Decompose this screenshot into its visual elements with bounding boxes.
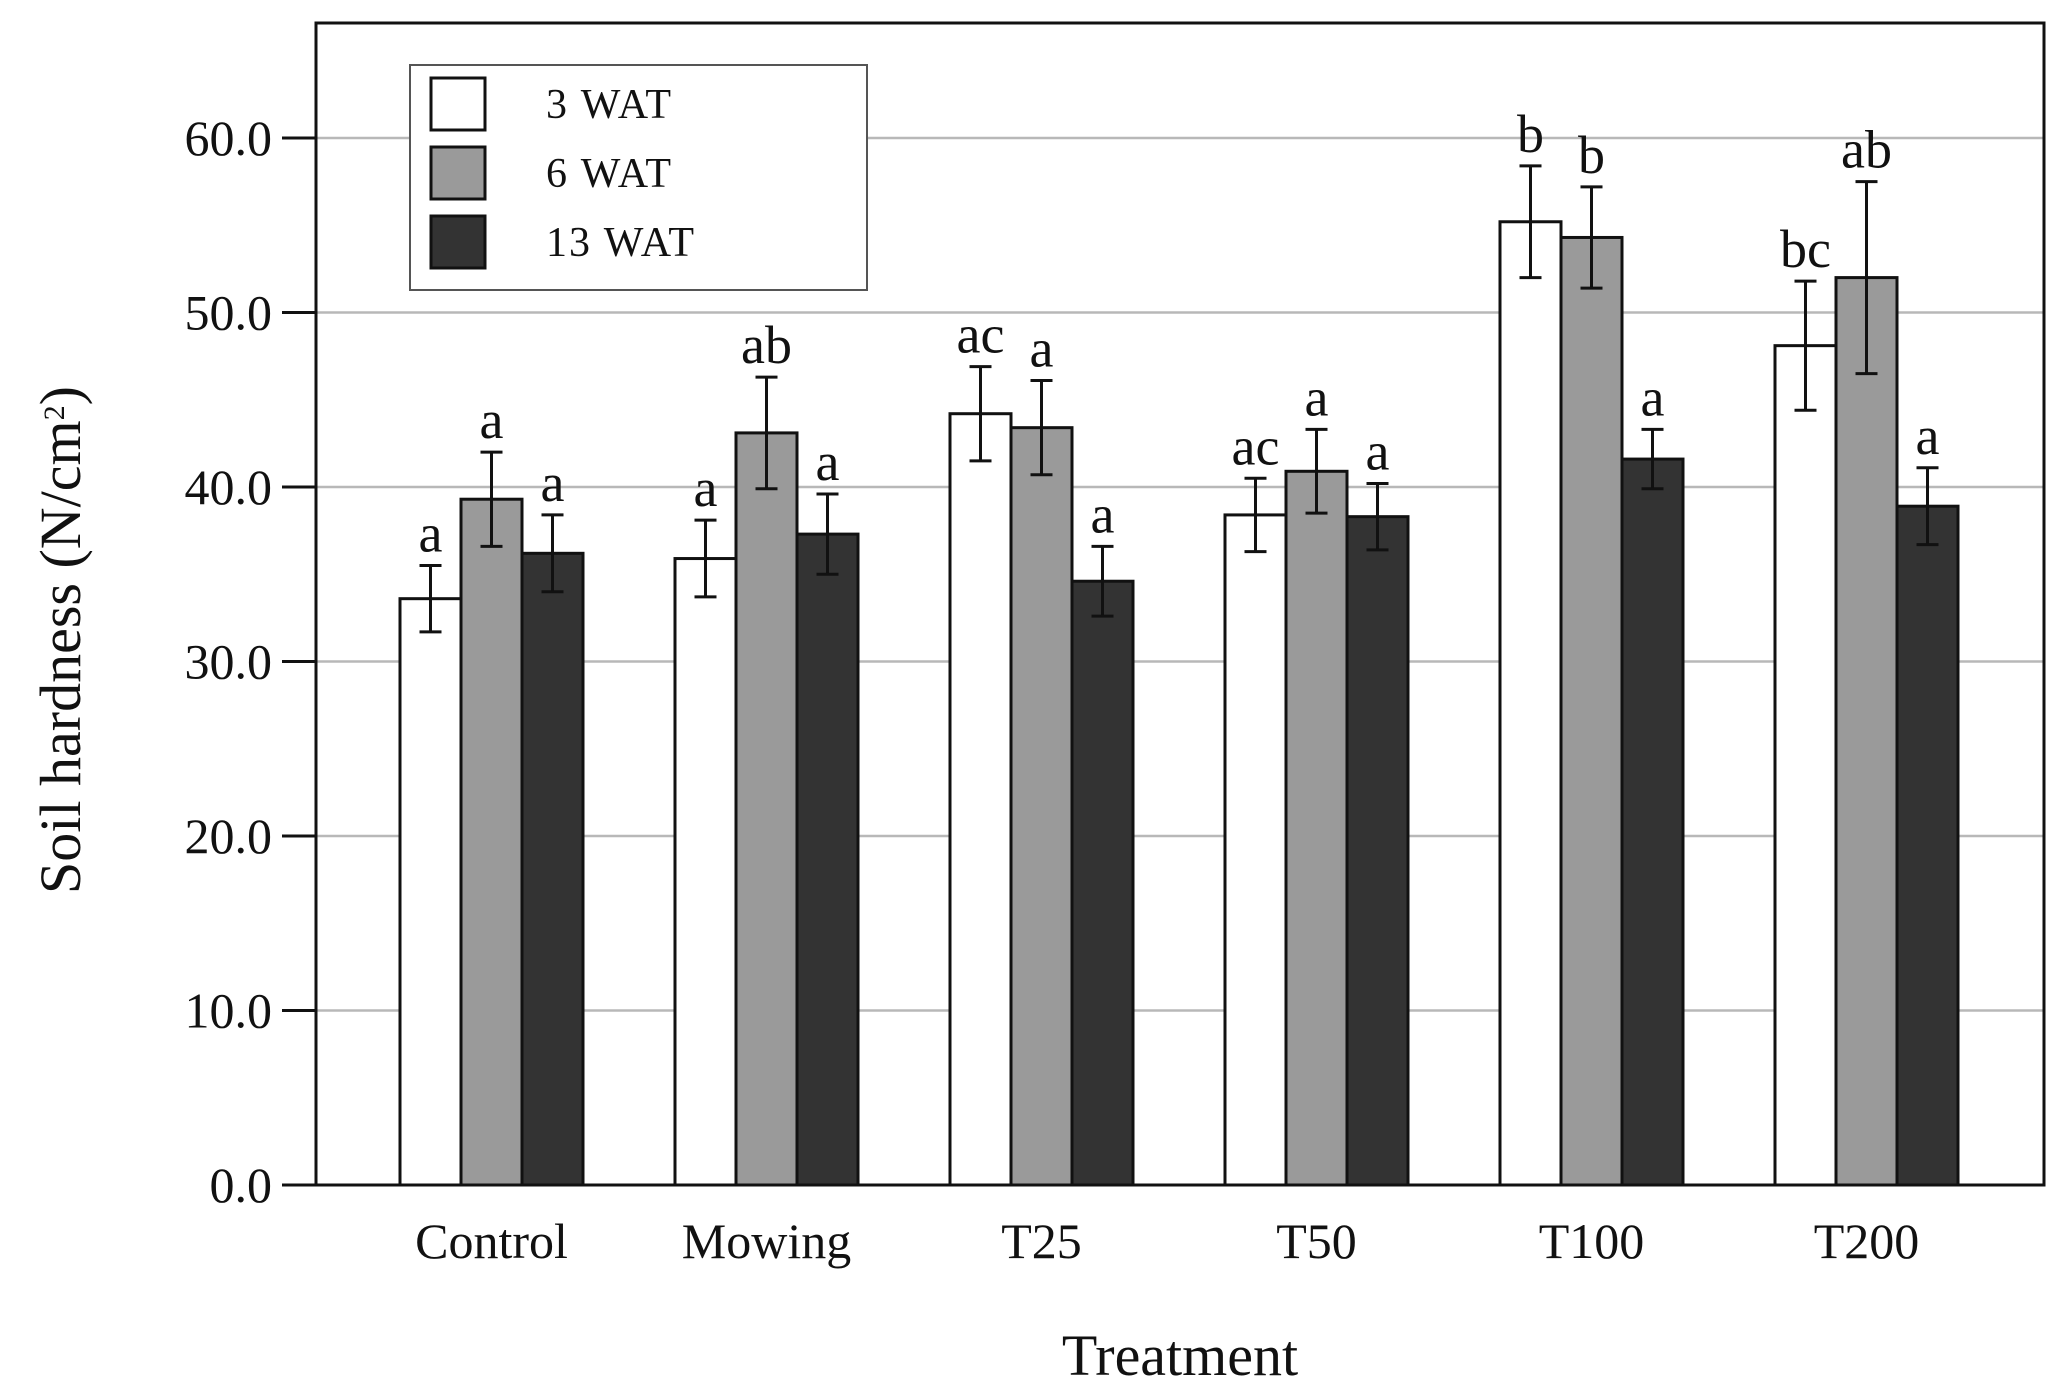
y-tick-label: 30.0 xyxy=(185,634,273,690)
error-bars xyxy=(419,164,1939,634)
legend-label: 13 WAT xyxy=(546,220,696,266)
significance-label: a xyxy=(541,453,565,513)
y-axis-ticks: 0.0 10.0 20.0 30.0 40.0 50.0 60.0 xyxy=(185,110,316,1213)
significance-label: b xyxy=(1578,125,1605,185)
significance-label: a xyxy=(694,458,718,518)
bar xyxy=(1834,276,1899,1187)
bar xyxy=(1223,513,1288,1187)
bar xyxy=(795,532,860,1187)
legend-swatch xyxy=(429,76,487,132)
bar xyxy=(1009,426,1074,1187)
y-tick-label: 0.0 xyxy=(210,1157,273,1213)
significance-label: a xyxy=(1641,367,1665,427)
bar xyxy=(673,557,738,1187)
x-axis-title: Treatment xyxy=(1062,1323,1298,1388)
significance-label: a xyxy=(1091,484,1115,544)
bar xyxy=(1070,579,1135,1187)
bar xyxy=(1498,220,1563,1187)
bar xyxy=(1895,504,1960,1187)
y-axis-title-sup: 2 xyxy=(38,405,71,420)
x-tick-label: T200 xyxy=(1814,1213,1920,1269)
significance-label: ab xyxy=(741,315,792,375)
bar xyxy=(1284,469,1349,1187)
legend: 3 WAT 6 WAT 13 WAT xyxy=(409,64,868,291)
y-axis-title-close: ) xyxy=(28,386,93,405)
bar xyxy=(520,551,585,1187)
y-tick-label: 60.0 xyxy=(185,110,273,166)
y-tick-label: 10.0 xyxy=(185,983,273,1039)
significance-label: a xyxy=(419,504,443,564)
bar xyxy=(1345,515,1410,1187)
significance-label: a xyxy=(1030,319,1054,379)
legend-label: 3 WAT xyxy=(546,82,673,128)
bar xyxy=(459,497,524,1187)
legend-swatch xyxy=(429,214,487,270)
significance-label: ac xyxy=(957,305,1005,365)
significance-label: b xyxy=(1517,104,1544,164)
bar xyxy=(1559,235,1624,1187)
x-tick-label: Control xyxy=(415,1213,568,1269)
significance-label: a xyxy=(1366,422,1390,482)
y-tick-label: 20.0 xyxy=(185,808,273,864)
legend-swatch xyxy=(429,145,487,201)
x-tick-label: T25 xyxy=(1001,1213,1082,1269)
significance-label: a xyxy=(816,432,840,492)
y-axis-title: Soil hardness (N/cm2) xyxy=(28,386,93,894)
significance-label: ab xyxy=(1841,120,1892,180)
x-tick-label: T50 xyxy=(1276,1213,1357,1269)
significance-label: a xyxy=(1305,367,1329,427)
y-tick-label: 40.0 xyxy=(185,459,273,515)
bar xyxy=(734,431,799,1187)
y-tick-label: 50.0 xyxy=(185,285,273,341)
bar xyxy=(948,412,1013,1187)
significance-label: a xyxy=(1916,406,1940,466)
significance-label: bc xyxy=(1780,219,1831,279)
bar xyxy=(1620,457,1685,1187)
bar xyxy=(398,597,463,1187)
x-axis-ticks: Control Mowing T25 T50 T100 T200 xyxy=(415,1213,1919,1269)
legend-label: 6 WAT xyxy=(546,151,673,197)
x-tick-label: T100 xyxy=(1539,1213,1645,1269)
y-axis-title-main: Soil hardness (N/cm xyxy=(28,420,93,894)
bar xyxy=(1773,344,1838,1187)
x-tick-label: Mowing xyxy=(682,1213,851,1269)
plot-frame xyxy=(314,21,2046,1187)
significance-label: ac xyxy=(1232,416,1280,476)
significance-label: a xyxy=(480,390,504,450)
bars xyxy=(398,220,1960,1187)
